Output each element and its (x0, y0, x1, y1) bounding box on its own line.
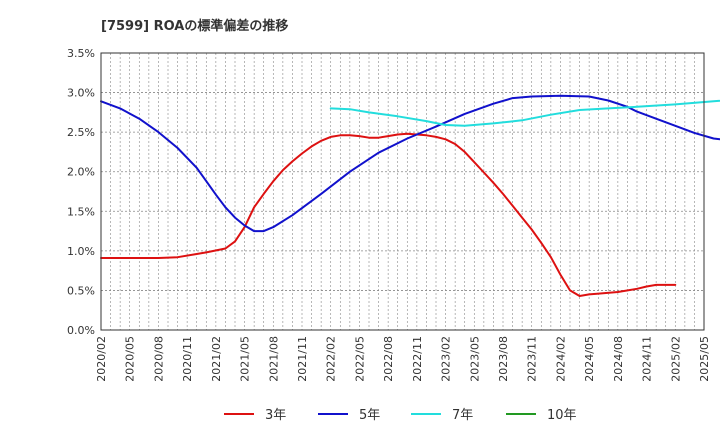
x-tick-label: 2022/05 (353, 336, 366, 382)
x-tick-label: 2025/02 (669, 336, 682, 382)
legend-label-1: 5年 (359, 408, 380, 423)
x-tick-label: 2024/11 (641, 336, 654, 382)
x-tick-label: 2020/05 (124, 336, 137, 382)
y-tick-label: 0.0% (67, 324, 95, 337)
x-tick-label: 2023/11 (526, 336, 539, 382)
x-tick-label: 2022/02 (325, 336, 338, 382)
x-tick-label: 2025/05 (698, 336, 711, 382)
x-tick-label: 2023/05 (468, 336, 481, 382)
x-tick-label: 2022/08 (382, 336, 395, 382)
y-tick-label: 3.0% (67, 87, 95, 100)
x-tick-label: 2021/11 (296, 336, 309, 382)
x-tick-label: 2023/08 (497, 336, 510, 382)
x-tick-label: 2024/02 (554, 336, 567, 382)
plot-area (101, 53, 704, 330)
grid (101, 53, 704, 330)
x-tick-label: 2021/08 (267, 336, 280, 382)
y-tick-label: 2.5% (67, 126, 95, 139)
y-tick-label: 1.5% (67, 205, 95, 218)
x-tick-label: 2020/11 (181, 336, 194, 382)
x-tick-label: 2024/08 (612, 336, 625, 382)
x-tick-label: 2022/11 (411, 336, 424, 382)
y-tick-label: 0.5% (67, 284, 95, 297)
y-tick-label: 2.0% (67, 166, 95, 179)
x-tick-label: 2020/08 (152, 336, 165, 382)
legend-label-3: 10年 (547, 408, 577, 423)
legend: 3年 5年 7年 10年 (224, 408, 577, 423)
legend-label-2: 7年 (452, 408, 473, 423)
y-tick-label: 3.5% (67, 47, 95, 60)
series-line-1 (100, 94, 720, 233)
y-tick-label: 1.0% (67, 245, 95, 258)
x-tick-label: 2020/02 (95, 336, 108, 382)
legend-label-0: 3年 (265, 408, 286, 423)
y-axis: 0.0% 0.5% 1.0% 1.5% 2.0% 2.5% 3.0% 3.5% (67, 47, 95, 337)
plot-frame (100, 52, 705, 331)
chart-title: [7599] ROAの標準偏差の推移 (101, 18, 288, 34)
x-tick-label: 2021/02 (210, 336, 223, 382)
x-tick-label: 2021/05 (239, 336, 252, 382)
x-axis: 2020/02 2020/05 2020/08 2020/11 2021/02 2021/… (95, 336, 711, 382)
x-tick-label: 2024/05 (583, 336, 596, 382)
x-tick-label: 2023/02 (440, 336, 453, 382)
series-line-0 (100, 132, 677, 297)
